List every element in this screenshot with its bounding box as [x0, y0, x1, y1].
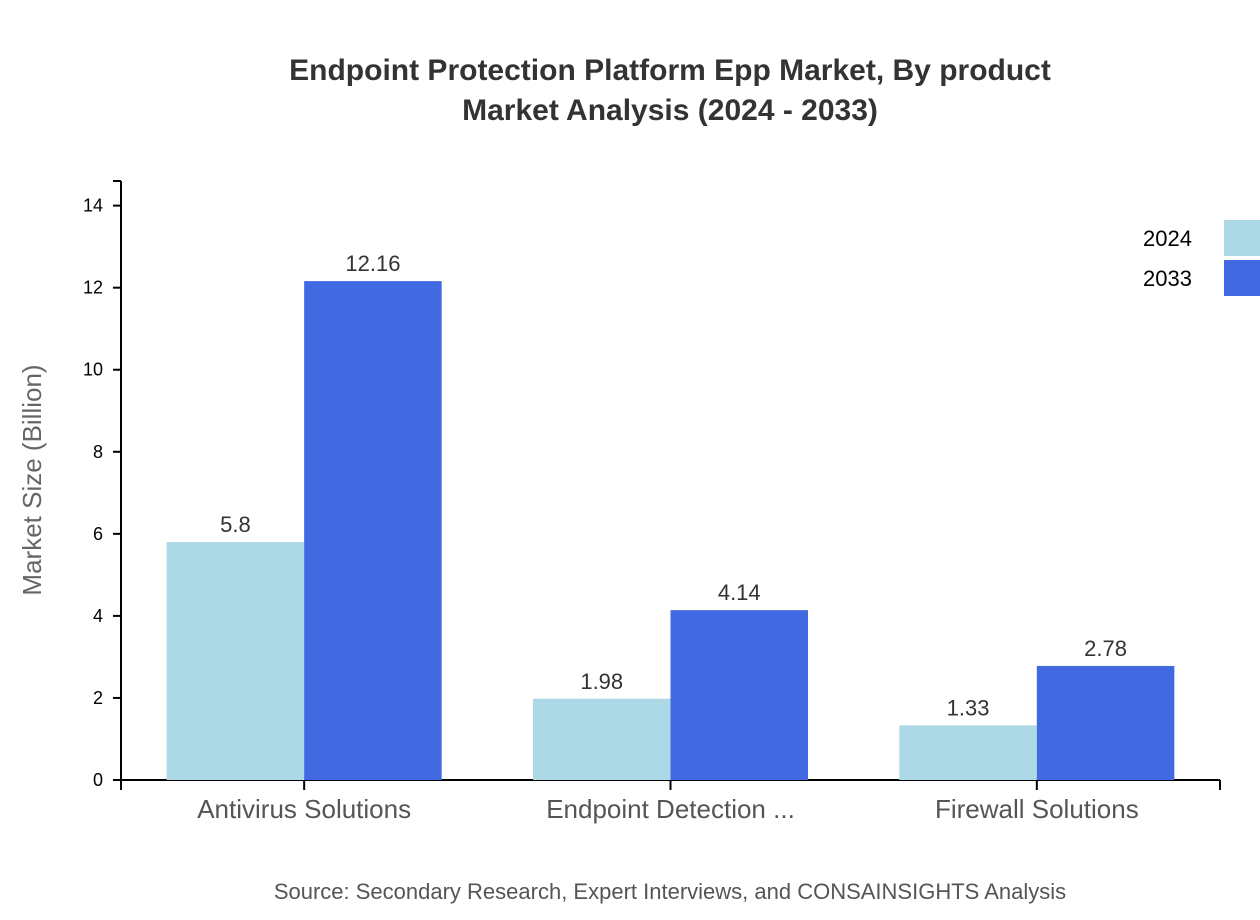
y-axis: 0 2 4 6 8 10 12 14: [83, 180, 122, 790]
x-tick-label: Antivirus Solutions: [197, 794, 411, 824]
chart-title-line-1: Endpoint Protection Platform Epp Market,…: [289, 54, 1051, 87]
data-label: 1.33: [947, 695, 990, 720]
y-tick-label: 0: [93, 770, 103, 790]
bars: 5.8 12.16 1.98 4.14 1.33 2.78: [166, 251, 1175, 780]
data-label: 1.98: [580, 669, 623, 694]
bar-2033: [1036, 665, 1175, 780]
bar-2024: [899, 725, 1037, 780]
legend-swatch-2033: [1224, 260, 1260, 296]
bar-2033: [304, 281, 442, 780]
legend: 2024 2033: [1143, 220, 1260, 296]
y-tick-label: 14: [83, 196, 103, 216]
bar-2033: [670, 610, 808, 780]
chart-title-line-2: Market Analysis (2024 - 2033): [462, 94, 878, 127]
x-axis: Antivirus Solutions Endpoint Detection ..…: [120, 779, 1221, 824]
data-label: 5.8: [220, 512, 251, 537]
legend-label: 2033: [1143, 266, 1192, 291]
y-tick-label: 10: [83, 360, 103, 380]
x-tick-label: Endpoint Detection ...: [546, 794, 795, 824]
data-label: 2.78: [1084, 636, 1127, 661]
data-label: 4.14: [718, 580, 761, 605]
y-tick-label: 4: [93, 606, 103, 626]
data-label: 12.16: [345, 251, 400, 276]
legend-swatch-2024: [1224, 220, 1260, 256]
legend-label: 2024: [1143, 226, 1192, 251]
source-note: Source: Secondary Research, Expert Inter…: [274, 879, 1066, 904]
bar-2024: [166, 542, 305, 780]
x-tick-label: Firewall Solutions: [935, 794, 1139, 824]
y-tick-label: 6: [93, 524, 103, 544]
y-axis-label: Market Size (Billion): [17, 364, 47, 595]
y-tick-label: 12: [83, 278, 103, 298]
bar-2024: [533, 698, 671, 780]
y-tick-label: 2: [93, 688, 103, 708]
y-tick-label: 8: [93, 442, 103, 462]
